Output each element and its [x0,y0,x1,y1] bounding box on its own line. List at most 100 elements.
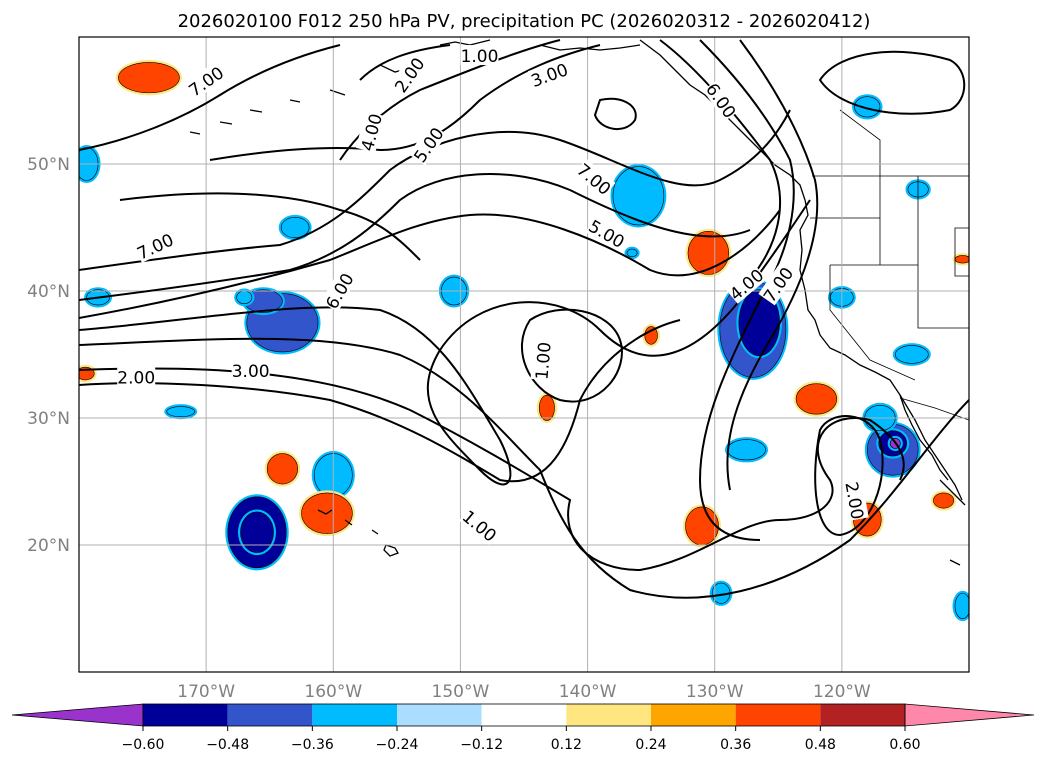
lon-tick-label-1: 160°W [304,682,362,702]
pv-label-group-2: 1.00 [460,45,499,67]
precip-blob-30 [894,345,929,364]
pv-label-group-13: 1.00 [530,340,556,381]
pv-contours [79,39,969,599]
coastline-layer [189,39,966,566]
pv-label-bg-4 [702,78,741,122]
lat-tick-label-2: 40°N [27,282,70,302]
pv-label-group-14: 2.00 [117,366,156,388]
colorbar-segment-3 [397,704,482,726]
pv-contour-16 [726,39,819,491]
colorbar-tick-label-1: −0.48 [206,737,249,753]
lat-tick-label-0: 20°N [27,536,70,556]
precip-blob-23 [727,439,766,461]
pv-contour-19 [814,415,884,537]
lon-tick-label-2: 150°W [432,682,490,702]
map-area: 7.00 2.00 1.003.006.004.00 5.007.007.005.00… [78,36,970,673]
pv-contour-1 [79,199,811,486]
chart-title: 2026020100 F012 250 hPa PV, precipitatio… [178,11,871,32]
precip-blob-24 [685,506,719,546]
precip-blob-22 [795,383,838,415]
colorbar-tick-label-6: 0.24 [635,737,666,753]
aleutian-islands [189,64,411,135]
hawaii-islands [317,509,399,557]
precip-blob-17 [687,231,729,275]
pv-label-bg-8 [573,158,616,199]
colorbar-tick-label-9: 0.60 [889,737,920,753]
precip-blob-35 [954,592,969,619]
lon-tick-label-4: 130°W [686,682,744,702]
colorbar-tick-label-4: −0.12 [460,737,503,753]
precip-blob-36 [933,492,955,509]
pv-contour-7 [79,172,751,301]
pv-label-group-15: 3.00 [231,360,270,382]
pv-contour-6 [79,109,791,271]
colorbar-segment-5 [566,704,651,726]
precip-blob-7 [280,217,310,238]
colorbar-tick-label-3: −0.24 [376,737,419,753]
pv-label-bg-2 [460,45,499,66]
lat-tick-label-1: 30°N [27,409,70,429]
axis-tick-labels: 170°W 160°W 150°W 140°W 130°W 120°W 20°N 30°N 40… [27,155,871,702]
pv-label-bg-11 [724,264,767,304]
pv-label-bg-6 [408,123,447,166]
colorbar-frame [142,703,906,727]
colorbar-segment-4 [481,704,567,726]
colorbar-extend-max [904,703,1035,727]
pv-contour-9 [79,44,341,151]
pv-contour-label-13: 1.00 [532,341,555,380]
state-borders [810,109,969,381]
colorbar-segment-6 [651,704,736,726]
pv-contour-label-15: 3.00 [232,362,270,382]
pv-contour-8 [119,192,421,261]
alaska-coast [439,39,641,51]
political-borders [810,109,969,421]
lon-tick-label-5: 120°W [813,682,871,702]
southwest-mexico-coast [939,479,966,566]
pv-label-bg-7 [133,228,177,263]
colorbar-tick-label-2: −0.36 [291,737,334,753]
precip-blob-18 [644,326,658,345]
precip-blob-16 [626,248,638,258]
colorbar-segment-7 [735,704,821,726]
colorbar-segment-8 [820,704,905,726]
pv-label-bg-3 [527,58,571,91]
pv-contour-4 [79,319,681,483]
baja-coast [899,394,949,481]
precip-blob-19 [538,394,555,421]
pv-contour-5 [79,209,781,319]
precip-blob-0 [118,62,180,94]
pv-label-bg-16 [459,505,502,546]
precip-blob-15 [612,166,665,226]
colorbar-segment-0 [143,704,228,726]
colorbar-tick-label-7: 0.36 [720,737,751,753]
lon-tick-label-0: 170°W [177,682,235,702]
precip-blob-37 [954,255,969,264]
pv-label-bg-9 [585,214,629,252]
colorbar-tick-label-8: 0.48 [805,737,836,753]
us-mexico-border [899,397,969,421]
pv-contour-15 [698,39,795,541]
colorbar-tick-label-0: −0.60 [122,737,165,753]
pv-label-bg-13 [530,340,554,381]
colorbar-segment-1 [227,704,313,726]
pv-label-bg-0 [184,61,227,100]
map-frame [78,36,970,673]
pv-contour-label-2: 1.00 [461,47,499,67]
pv-contour-label-14: 2.00 [117,368,155,388]
pv-contour-2 [79,337,969,599]
pv-contour-17 [659,39,781,291]
pv-contour-12 [359,44,451,81]
pv-contour-13 [593,97,637,130]
precip-blob-8 [236,290,253,304]
lon-tick-label-3: 140°W [559,682,617,702]
colorbar-extend-min [11,703,144,727]
pv-contour-14 [520,308,623,403]
precip-blob-9 [166,406,195,418]
pv-label-bg-17 [842,479,869,521]
pv-contour-3 [79,367,905,572]
pv-label-bg-10 [320,269,357,312]
colorbar-segment-2 [312,704,397,726]
precip-blob-11 [240,511,274,553]
map-background [79,37,969,672]
